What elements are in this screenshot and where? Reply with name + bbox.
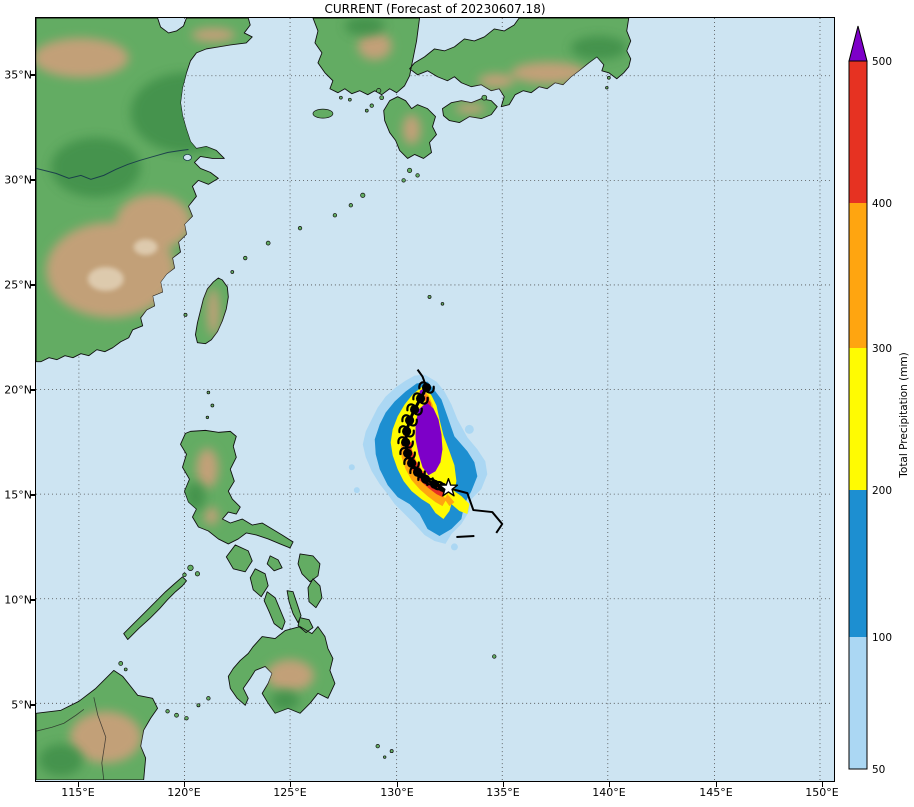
y-tick-label: 30°N	[4, 173, 32, 187]
colorbar-tick-label: 50	[872, 764, 885, 776]
typhoon-symbols	[397, 381, 451, 494]
x-tick-label: 120°E	[167, 786, 201, 799]
x-tick-label: 140°E	[592, 786, 626, 799]
y-tick-mark	[30, 704, 35, 706]
island-palau	[492, 654, 497, 659]
past-track-line	[448, 487, 504, 534]
x-tick-mark	[715, 782, 717, 787]
typhoon-symbol	[401, 414, 418, 427]
colorbar-tick-label: 300	[872, 343, 892, 355]
y-tick-mark	[30, 599, 35, 601]
yangtze-river	[36, 148, 189, 180]
colorbar-axis-label: Total Precipitation (mm)	[898, 352, 910, 478]
x-tick-label: 135°E	[486, 786, 520, 799]
colorbar-segment-400-500	[849, 61, 867, 203]
terrain-shading	[36, 18, 627, 777]
y-tick-label: 35°N	[4, 68, 32, 82]
typhoon-symbol	[397, 436, 414, 449]
colorbar-frame	[848, 60, 868, 770]
colorbar-tick-label: 500	[872, 56, 892, 68]
lake-tai	[183, 154, 192, 161]
y-tick-mark	[30, 494, 35, 496]
colorbar-body: 500 400 300 200 100 50	[848, 25, 892, 776]
small-islands	[118, 75, 611, 759]
y-tick-label: 20°N	[4, 383, 32, 397]
colorbar-segment-50-100	[849, 637, 867, 769]
y-tick-label: 10°N	[4, 593, 32, 607]
typhoon-symbol	[406, 403, 423, 416]
colorbar-segment-300-400	[849, 203, 867, 348]
y-tick-label: 5°N	[11, 698, 32, 712]
y-tick-label: 15°N	[4, 488, 32, 502]
y-tick-mark	[30, 389, 35, 391]
typhoon-symbol	[398, 425, 415, 438]
colorbar-canvas: 500 400 300 200 100 50 Total Precipitation (m…	[848, 25, 910, 776]
x-tick-mark	[289, 782, 291, 787]
colorbar-tick-label: 100	[872, 632, 892, 644]
x-tick-label: 150°E	[805, 786, 839, 799]
y-tick-mark	[30, 179, 35, 181]
map-canvas	[36, 18, 833, 780]
colorbar-tick-label: 400	[872, 198, 892, 210]
map-panel	[35, 17, 835, 782]
y-tick-label: 25°N	[4, 278, 32, 292]
x-tick-mark	[821, 782, 823, 787]
figure-title: CURRENT (Forecast of 20230607.18)	[324, 2, 546, 16]
typhoon-symbol	[412, 392, 429, 405]
landmasses	[36, 18, 632, 780]
x-tick-mark	[502, 782, 504, 787]
y-tick-mark	[30, 284, 35, 286]
colorbar-segment-200-300	[849, 348, 867, 490]
colorbar-over-arrow	[848, 25, 868, 62]
typhoon-symbol	[418, 381, 435, 394]
y-tick-mark	[30, 74, 35, 76]
x-tick-label: 130°E	[380, 786, 414, 799]
x-tick-mark	[608, 782, 610, 787]
colorbar-segment-100-200	[849, 490, 867, 637]
past-track-line-2	[456, 534, 475, 538]
borneo-borders	[36, 697, 107, 780]
x-tick-mark	[183, 782, 185, 787]
x-tick-mark	[396, 782, 398, 787]
x-tick-label: 115°E	[61, 786, 95, 799]
x-tick-label: 125°E	[273, 786, 307, 799]
current-position-star	[438, 477, 459, 497]
colorbar-tick-label: 200	[872, 485, 892, 497]
x-tick-mark	[77, 782, 79, 787]
x-tick-label: 145°E	[699, 786, 733, 799]
colorbar: 500 400 300 200 100 50 Total Precipitation (m…	[845, 20, 914, 796]
island-jeju	[312, 108, 334, 119]
storm-track	[397, 369, 504, 538]
